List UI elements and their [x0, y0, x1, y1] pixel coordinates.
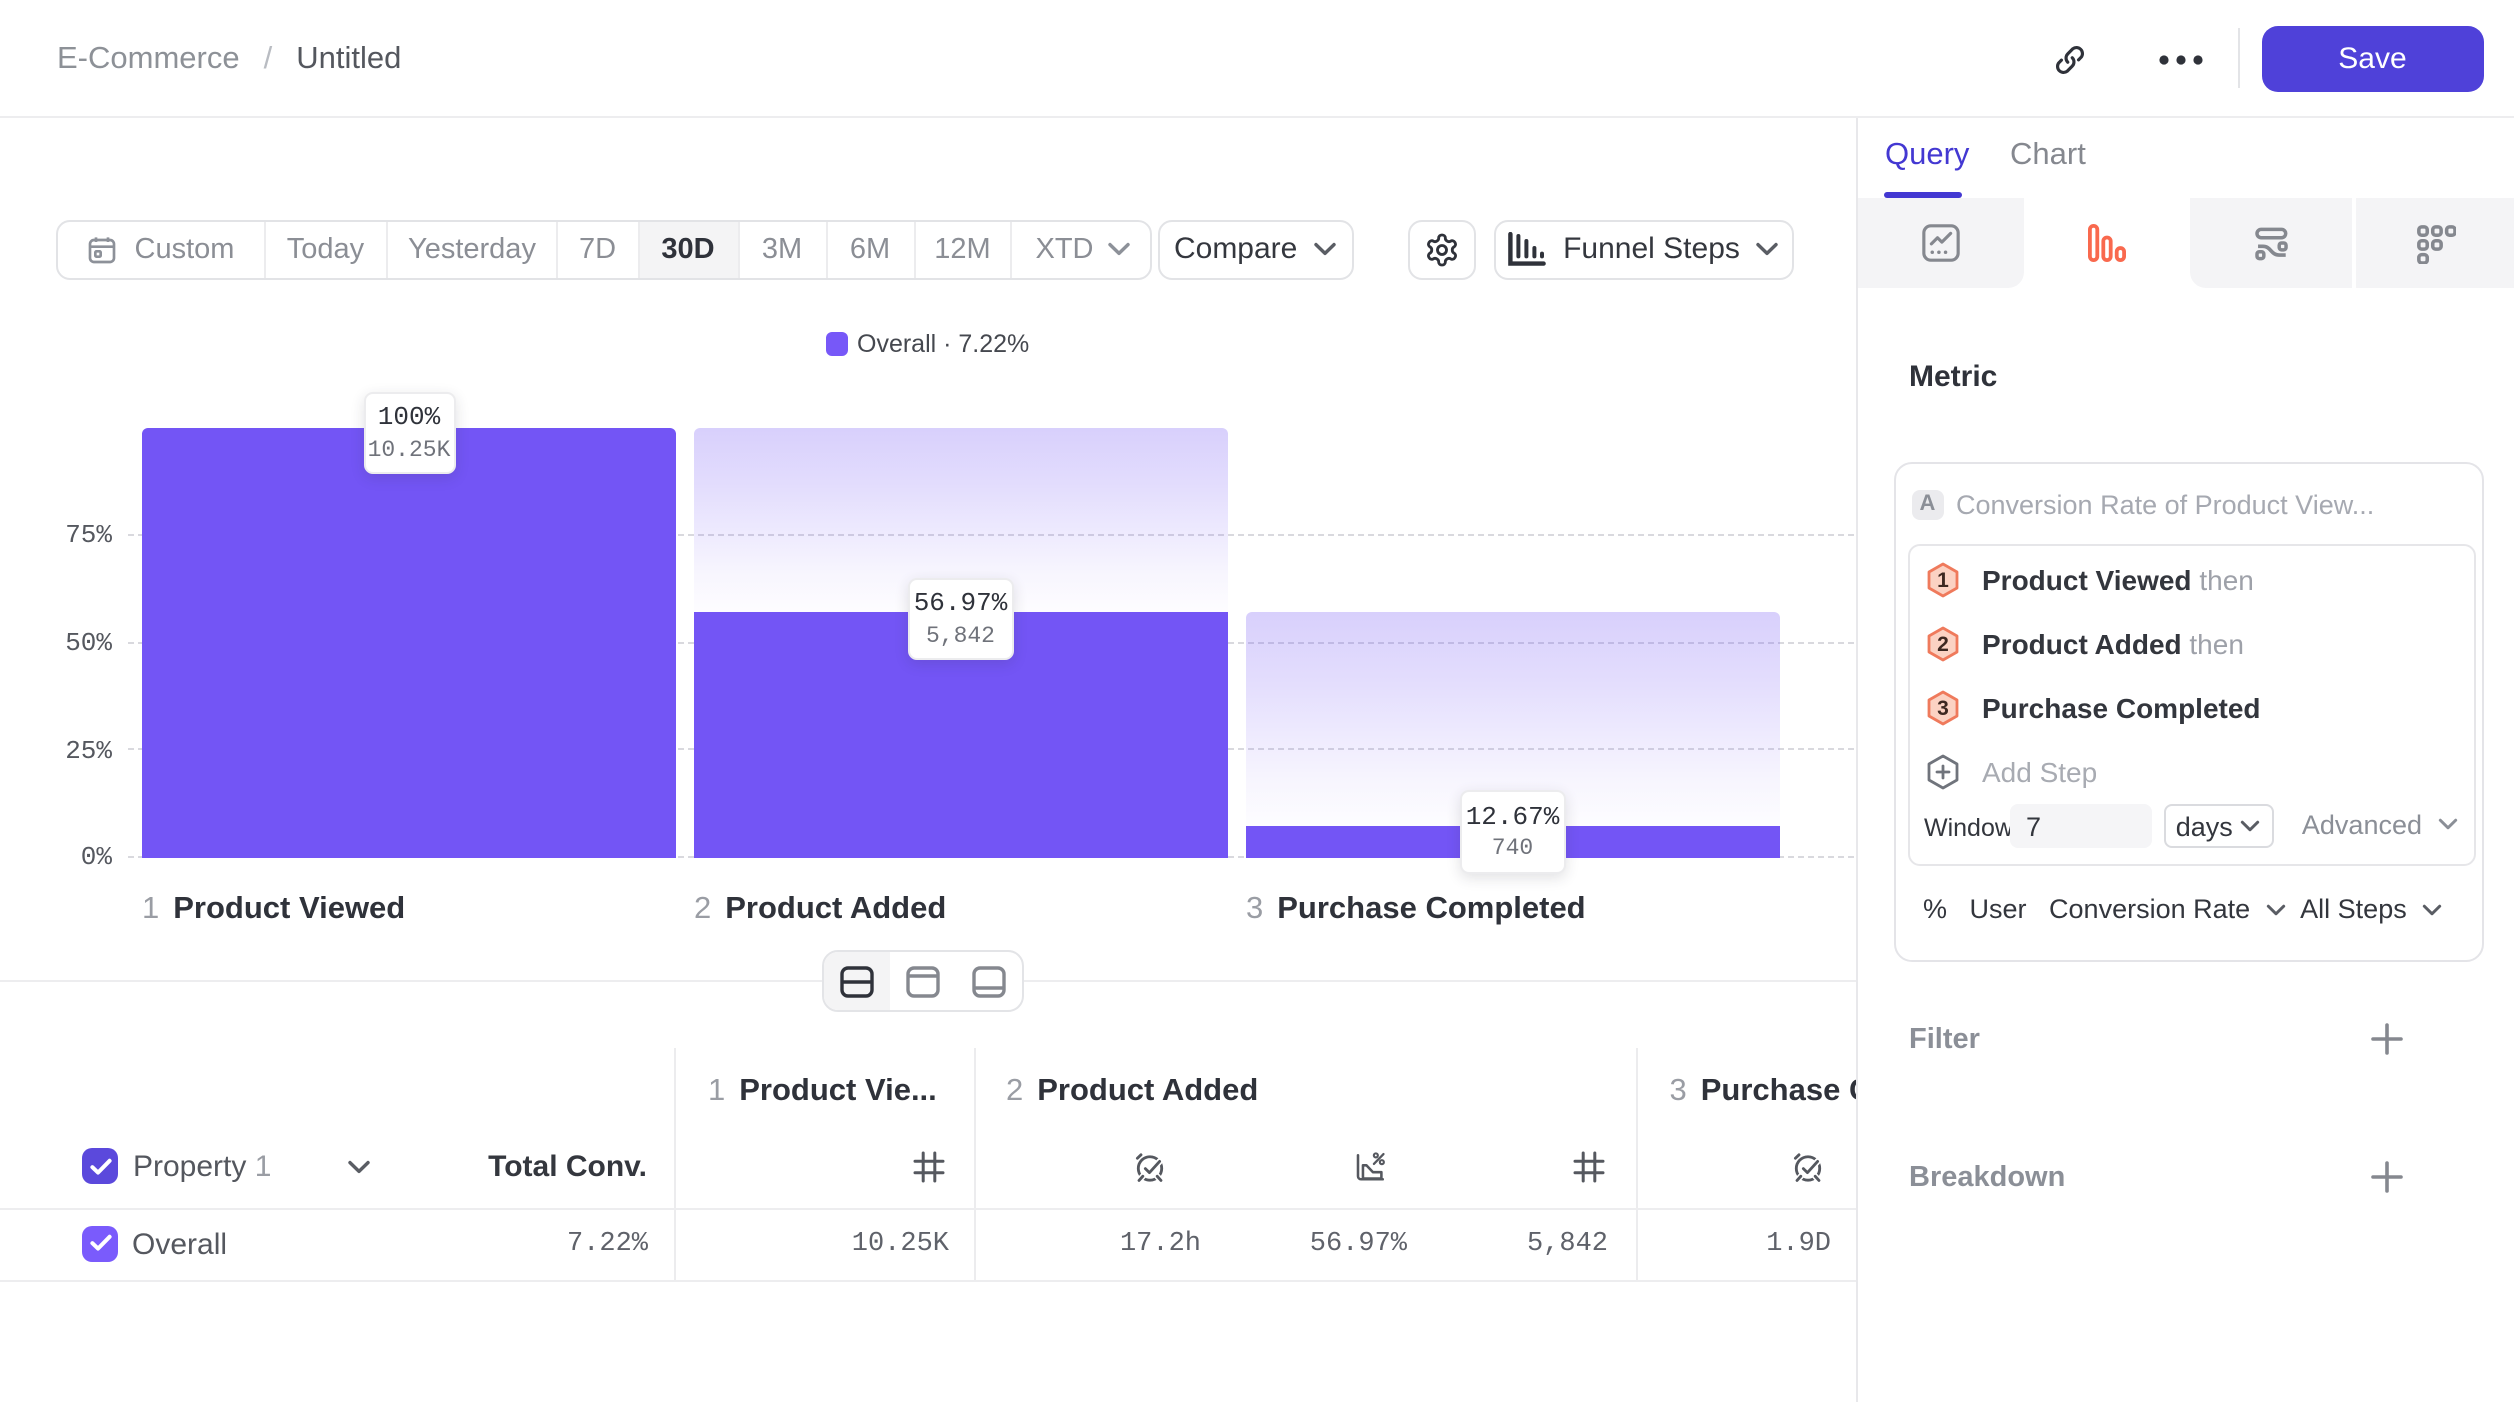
svg-text:1: 1	[1937, 568, 1949, 591]
svg-text:3: 3	[1937, 696, 1949, 719]
svg-text:2: 2	[1937, 632, 1949, 655]
